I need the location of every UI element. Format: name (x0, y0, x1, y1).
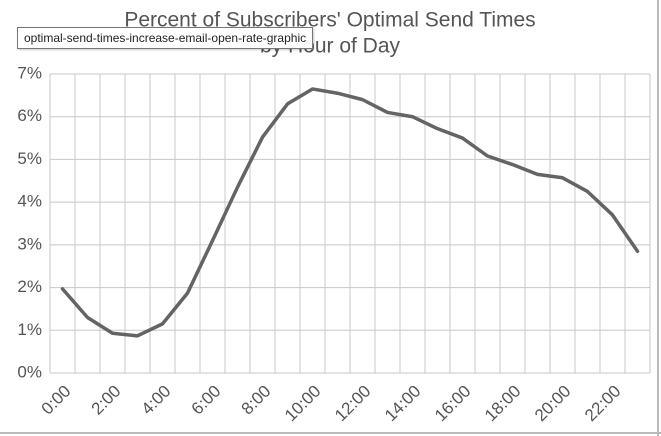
y-tick-label: 6% (17, 106, 42, 125)
x-tick-label: 0:00 (38, 382, 75, 419)
x-tick-label: 18:00 (481, 382, 525, 426)
x-tick-label: 14:00 (381, 382, 425, 426)
x-tick-label: 4:00 (138, 382, 175, 419)
x-tick-label: 16:00 (431, 382, 475, 426)
y-tick-label: 0% (17, 362, 42, 381)
x-tick-label: 12:00 (331, 382, 375, 426)
y-tick-label: 5% (17, 149, 42, 168)
x-tick-label: 6:00 (188, 382, 225, 419)
x-tick-label: 8:00 (238, 382, 275, 419)
chart-title: Percent of Subscribers' Optimal Send Tim… (124, 9, 535, 32)
y-tick-label: 3% (17, 234, 42, 253)
y-tick-label: 7% (17, 63, 42, 82)
x-tick-label: 2:00 (88, 382, 125, 419)
y-tick-label: 4% (17, 192, 42, 211)
data-line (60, 87, 640, 338)
x-tick-label: 22:00 (581, 382, 625, 426)
y-tick-label: 2% (17, 277, 42, 296)
x-tick-label: 10:00 (281, 382, 325, 426)
x-tick-label: 20:00 (531, 382, 575, 426)
y-tick-label: 1% (17, 320, 42, 339)
tooltip: optimal-send-times-increase-email-open-r… (17, 27, 314, 49)
